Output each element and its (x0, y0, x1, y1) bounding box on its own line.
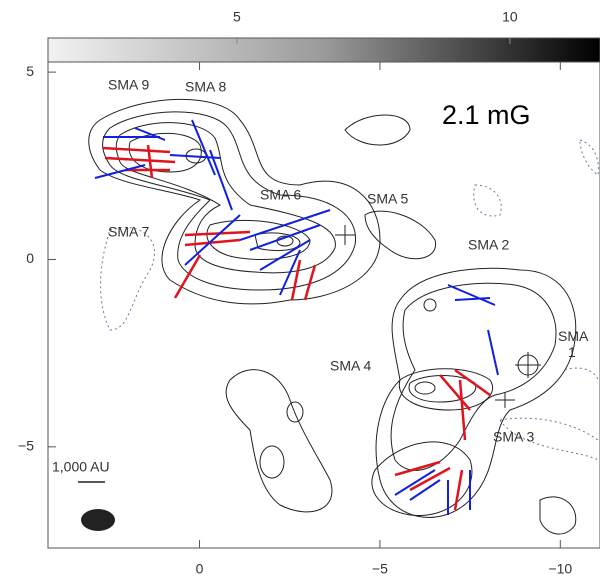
y-tick-label: 5 (26, 63, 34, 79)
x-tick-label: −10 (548, 561, 572, 577)
figure: 1,000 AU 2.1 mG SMA 9 SMA 8 SMA 6 SMA 5 … (0, 0, 600, 586)
colorbar-tick-label: 10 (502, 9, 518, 25)
source-label: SMA 8 (185, 79, 226, 95)
source-label: SMA 4 (330, 358, 371, 374)
y-tick-label: −5 (18, 438, 34, 454)
contours (89, 99, 599, 534)
x-tick-label: −5 (372, 561, 388, 577)
x-tick-label: 0 (196, 561, 204, 577)
beam (81, 509, 115, 531)
y-tick-label: 0 (26, 250, 34, 266)
source-label: SMA 7 (108, 224, 149, 240)
scale-label: 1,000 AU (52, 459, 110, 475)
source-label: SMA 2 (468, 237, 509, 253)
field-label: 2.1 mG (442, 100, 531, 130)
source-label: SMA 6 (260, 187, 301, 203)
colorbar-tick-label: 5 (233, 9, 241, 25)
source-label: SMA 5 (367, 191, 408, 207)
plot-frame (48, 62, 600, 548)
colorbar (48, 38, 600, 62)
source-label: SMA 9 (108, 77, 149, 93)
source-label: SMA 3 (493, 429, 534, 445)
polarization-vectors (95, 120, 498, 515)
crosses (335, 225, 541, 408)
